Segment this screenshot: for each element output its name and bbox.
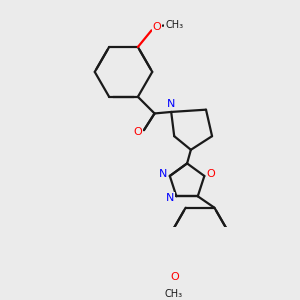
- Text: N: N: [167, 99, 176, 110]
- Text: O: O: [134, 128, 142, 137]
- Text: N: N: [159, 169, 167, 179]
- Text: O: O: [207, 169, 215, 179]
- Text: O: O: [152, 22, 161, 32]
- Text: N: N: [165, 193, 174, 203]
- Text: O: O: [170, 272, 179, 282]
- Text: CH₃: CH₃: [165, 20, 183, 30]
- Text: CH₃: CH₃: [164, 289, 183, 299]
